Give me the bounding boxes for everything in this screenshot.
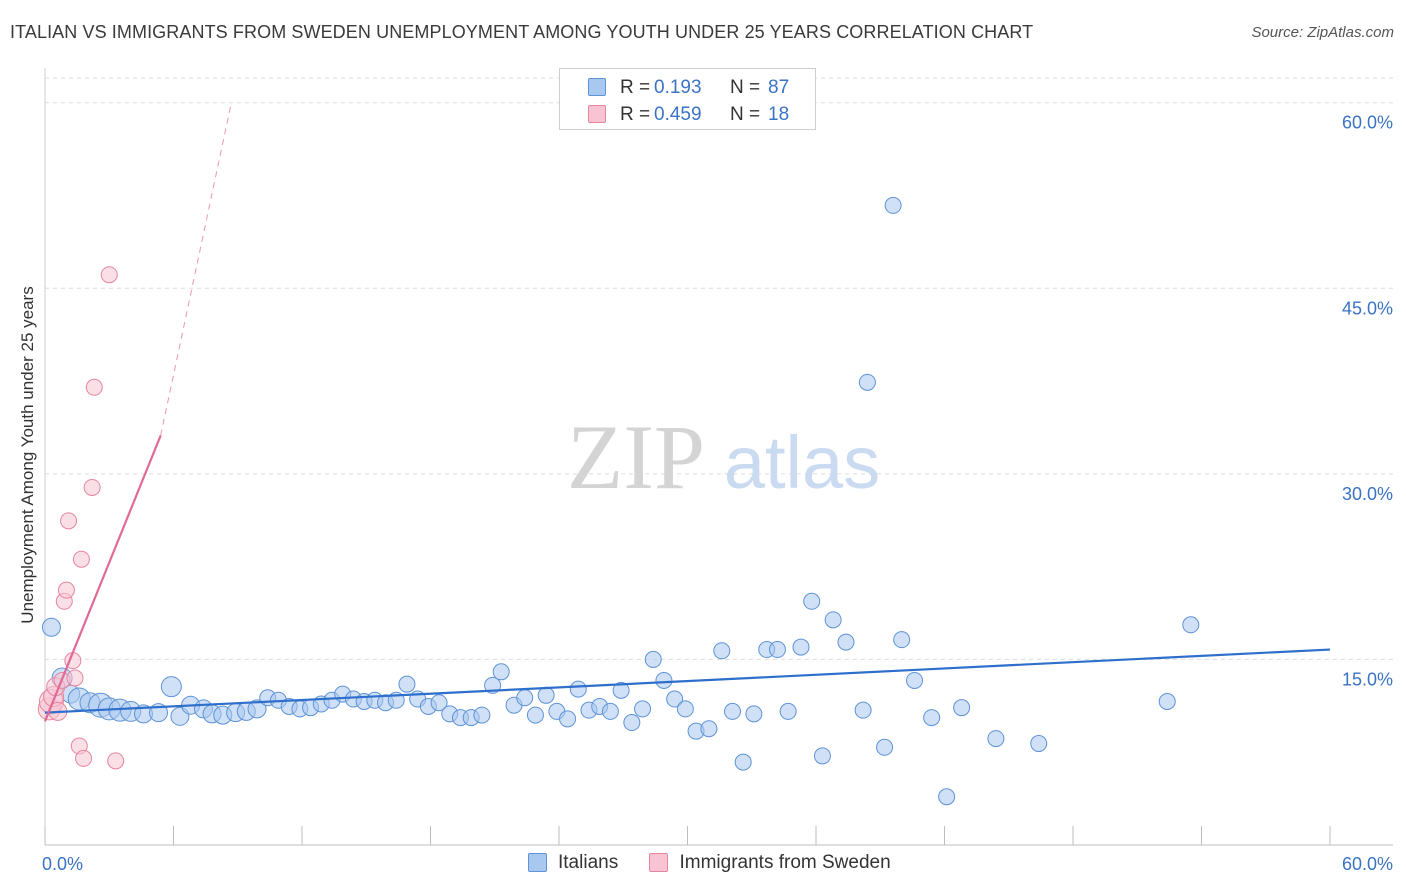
- y-tick-label: 15.0%: [1342, 669, 1393, 689]
- legend-label-italians: Italians: [558, 852, 619, 873]
- italians-point: [1158, 692, 1176, 710]
- italians-point: [713, 642, 731, 660]
- italians-point: [938, 788, 956, 806]
- italians-point: [516, 689, 534, 707]
- legend-r-value: 0.459: [654, 104, 702, 125]
- sweden-point: [100, 266, 118, 284]
- italians-point: [923, 709, 941, 727]
- legend-item-italians[interactable]: Italians: [528, 852, 618, 874]
- series-legend: Italians Immigrants from Sweden: [528, 852, 917, 876]
- sweden-point: [75, 749, 93, 767]
- legend-swatch-sweden: [649, 853, 669, 872]
- italians-point: [854, 701, 872, 719]
- italians-point: [601, 702, 619, 720]
- italians-point: [953, 699, 971, 717]
- italians-point: [492, 663, 510, 681]
- tick-labels: 15.0% 30.0% 45.0% 60.0% 0.0% 60.0%: [42, 113, 1393, 874]
- italians-point: [734, 753, 752, 771]
- watermark: ZIP atlas: [567, 406, 880, 508]
- sweden-point: [60, 512, 78, 530]
- italians-point: [803, 592, 821, 610]
- sweden-point: [83, 478, 101, 496]
- legend-n-value: 87: [768, 77, 790, 98]
- legend-label-sweden: Immigrants from Sweden: [679, 852, 891, 873]
- legend-item-sweden[interactable]: Immigrants from Sweden: [649, 852, 891, 874]
- italians-point: [676, 700, 694, 718]
- italians-point: [569, 680, 587, 698]
- italians-point: [768, 641, 786, 659]
- sweden-point: [72, 550, 90, 568]
- legend-n-value: 18: [768, 104, 790, 125]
- chart-title: ITALIAN VS IMMIGRANTS FROM SWEDEN UNEMPL…: [10, 22, 1034, 42]
- italians-point: [612, 681, 630, 699]
- italians-point: [876, 738, 894, 756]
- legend-n-label: N =: [730, 77, 761, 98]
- italians-point: [987, 730, 1005, 748]
- legend-row-sweden: R = 0.459 N = 18: [560, 101, 815, 127]
- y-tick-label: 45.0%: [1342, 298, 1393, 318]
- sweden-trend-extension: [160, 102, 232, 436]
- italians-point: [41, 617, 61, 637]
- italians-point: [1030, 735, 1048, 753]
- italians-point: [884, 196, 902, 214]
- x-tick-label-max: 60.0%: [1342, 854, 1393, 874]
- italians-point: [526, 706, 544, 724]
- trend-lines: [43, 102, 1331, 722]
- sweden-point: [57, 581, 75, 599]
- italians-point: [666, 690, 684, 708]
- italians-point: [644, 650, 662, 668]
- italians-point: [792, 638, 810, 656]
- italians-point: [160, 676, 182, 698]
- y-tick-label: 30.0%: [1342, 484, 1393, 504]
- watermark-zip: ZIP: [567, 406, 705, 508]
- legend-n-label: N =: [730, 104, 761, 125]
- legend-r-label: R =: [620, 77, 651, 98]
- italians-point: [655, 671, 673, 689]
- italians-point: [858, 373, 876, 391]
- italians-point: [1182, 616, 1200, 634]
- y-axis-label: Unemployment Among Youth under 25 years: [18, 286, 37, 624]
- chart-source: Source: ZipAtlas.com: [1251, 24, 1394, 41]
- legend-r-label: R =: [620, 104, 651, 125]
- italians-point: [247, 699, 267, 719]
- legend-swatch-italians: [528, 853, 547, 872]
- italians-point: [745, 705, 763, 723]
- italians-point: [559, 710, 577, 728]
- italians-point: [634, 700, 652, 718]
- italians-point: [837, 633, 855, 651]
- correlation-legend: R = 0.193 N = 87 R = 0.459 N = 18: [559, 68, 816, 130]
- italians-point: [824, 611, 842, 629]
- italians-point: [893, 631, 911, 649]
- legend-swatch-italians: [588, 78, 606, 96]
- watermark-atlas: atlas: [724, 421, 880, 504]
- italians-point: [537, 686, 555, 704]
- grid-lines: [45, 77, 1393, 660]
- italians-trend-line: [44, 648, 1331, 714]
- axes: [44, 68, 1393, 846]
- italians-point: [723, 702, 741, 720]
- italians-point: [813, 747, 831, 765]
- sweden-trend-line: [43, 435, 162, 722]
- italians-point: [700, 720, 718, 738]
- x-tick-label-min: 0.0%: [42, 854, 83, 874]
- italians-point: [398, 675, 416, 693]
- legend-row-italians: R = 0.193 N = 87: [560, 74, 815, 100]
- legend-r-value: 0.193: [654, 77, 702, 98]
- italians-point: [779, 702, 797, 720]
- y-tick-label: 60.0%: [1342, 113, 1393, 133]
- italians-point: [430, 694, 448, 712]
- legend-swatch-sweden: [588, 105, 606, 123]
- sweden-point: [66, 669, 84, 687]
- sweden-point: [85, 378, 103, 396]
- italians-point: [623, 714, 641, 732]
- italians-point: [906, 671, 924, 689]
- italians-point: [473, 706, 491, 724]
- sweden-point: [107, 752, 125, 770]
